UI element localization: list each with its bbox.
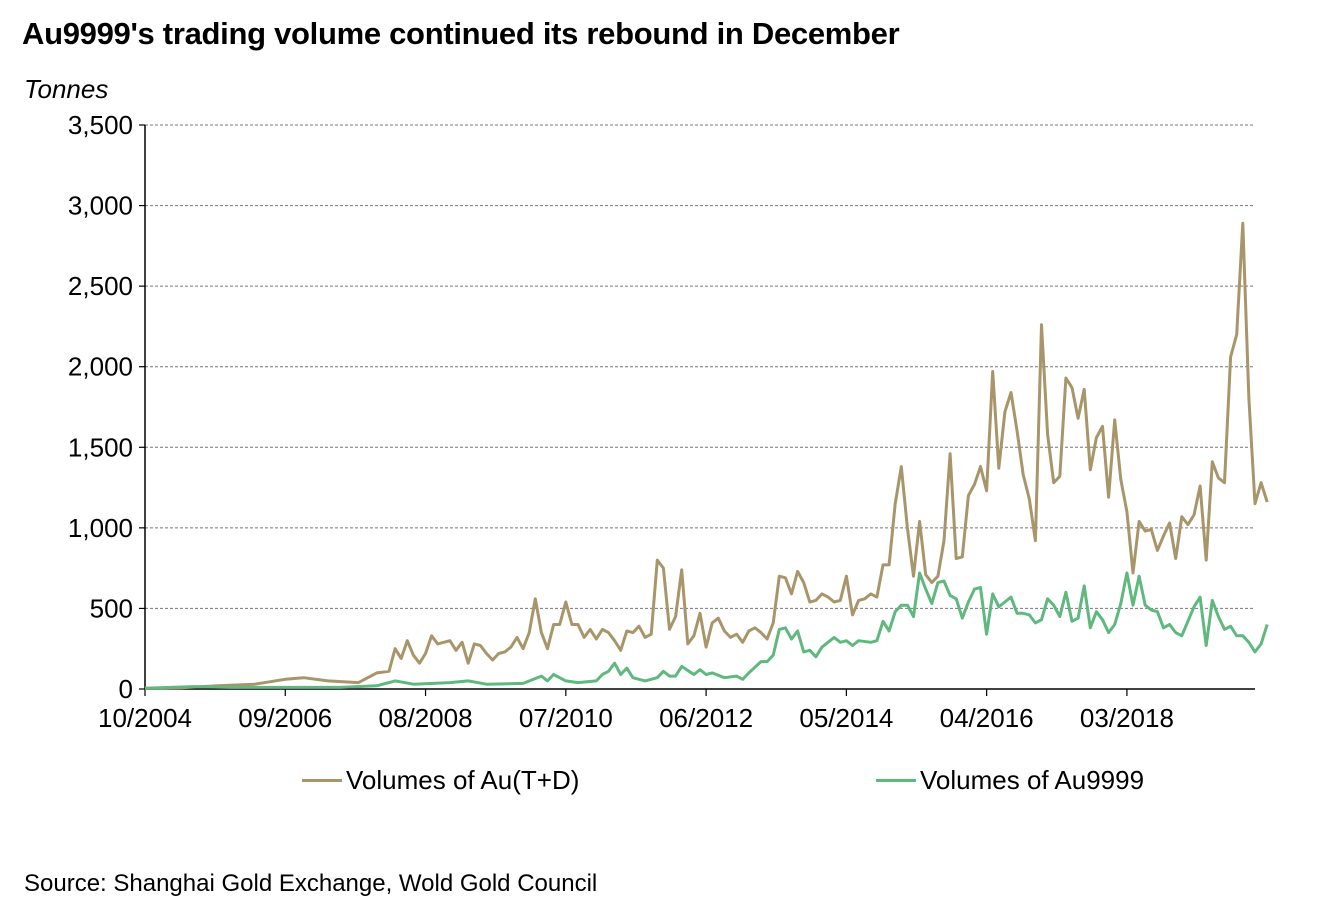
- source-note: Source: Shanghai Gold Exchange, Wold Gol…: [24, 870, 598, 897]
- y-tick-label: 3,500: [68, 110, 133, 140]
- series-line-1: [144, 571, 1269, 690]
- x-tick-label: 09/2006: [238, 703, 332, 733]
- y-tick-label: 2,500: [68, 271, 133, 301]
- y-tick-labels: 0 500 1,000 1,500 2,000 2,500 3,000 3,500: [68, 110, 133, 704]
- legend-label-au9999: Volumes of Au9999: [920, 765, 1145, 795]
- chart-title: Au9999's trading volume continued its re…: [22, 16, 900, 51]
- series-lines: [144, 221, 1269, 690]
- x-tick-label: 07/2010: [519, 703, 613, 733]
- y-tick-label: 2,000: [68, 352, 133, 382]
- x-tick-label: 04/2016: [940, 703, 1034, 733]
- legend-swatch-au-td: [302, 779, 342, 782]
- x-tick-label: 08/2008: [379, 703, 473, 733]
- gridlines: [139, 124, 1255, 690]
- legend: Volumes of Au(T+D) Volumes of Au9999: [0, 765, 1341, 805]
- legend-item-au9999: Volumes of Au9999: [876, 765, 1144, 796]
- x-tick-label: 06/2012: [659, 703, 753, 733]
- y-tick-label: 0: [119, 674, 133, 704]
- axes: [144, 125, 1255, 690]
- x-tick-label: 10/2004: [98, 703, 192, 733]
- series-line-0: [144, 221, 1269, 690]
- y-tick-label: 500: [90, 593, 133, 623]
- x-tick-label: 03/2018: [1080, 703, 1174, 733]
- y-tick-label: 1,000: [68, 513, 133, 543]
- x-tick-label: 05/2014: [799, 703, 893, 733]
- legend-item-au-td: Volumes of Au(T+D): [302, 765, 579, 796]
- legend-label-au-td: Volumes of Au(T+D): [346, 765, 580, 795]
- y-axis-unit-label: Tonnes: [24, 74, 109, 104]
- y-tick-label: 3,000: [68, 191, 133, 221]
- x-tick-labels: 10/2004 09/2006 08/2008 07/2010 06/2012 05/20…: [98, 689, 1174, 733]
- y-tick-label: 1,500: [68, 432, 133, 462]
- legend-swatch-au9999: [876, 779, 916, 782]
